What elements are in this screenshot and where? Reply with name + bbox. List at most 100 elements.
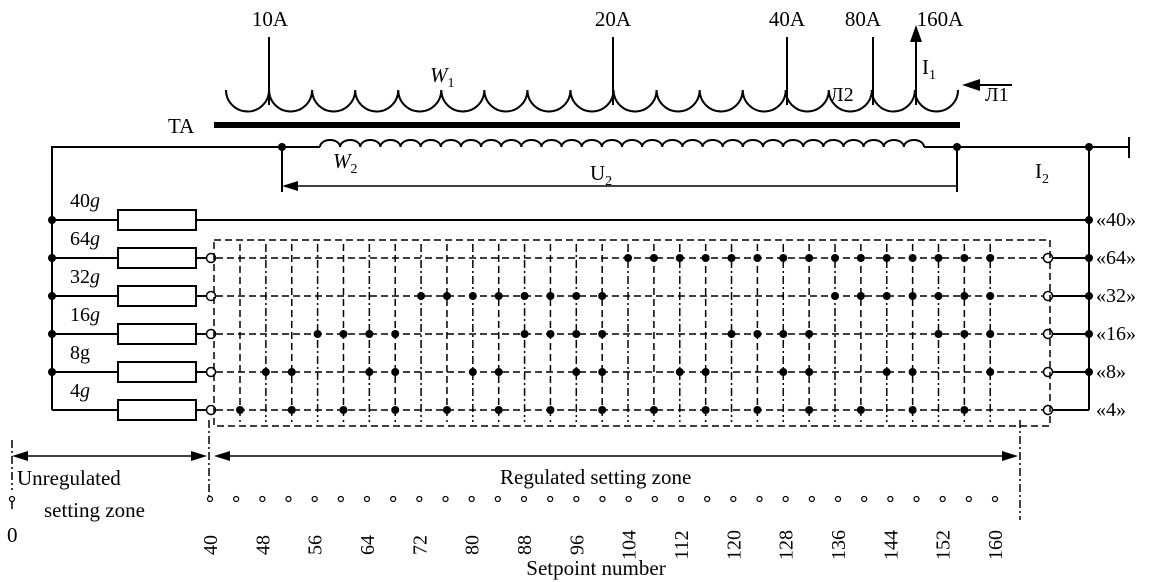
resistor-label-16: 16g (70, 304, 100, 326)
setpoint-dot (442, 495, 449, 503)
setpoint-tick-label: 40 (200, 535, 222, 555)
contact-closed (779, 368, 788, 376)
setpoint-dot (468, 495, 475, 503)
voltage-u2-label: U2 (590, 161, 612, 189)
right-label-40: «40» (1096, 209, 1136, 231)
setpoint-tick-label: 104 (619, 530, 641, 560)
setpoint-dot (416, 495, 423, 503)
contact-closed (468, 292, 477, 300)
contact-closed (624, 254, 633, 262)
secondary-winding-label: W2 (333, 149, 358, 177)
transformer-core (214, 122, 960, 128)
tap-label-160a: 160A (917, 7, 965, 31)
contact-closed (391, 406, 400, 414)
node (48, 216, 56, 224)
contact-closed (598, 330, 607, 338)
arrow-head (214, 451, 230, 461)
setpoint-dot (625, 495, 632, 503)
contact-closed (313, 330, 322, 338)
terminal-right-16 (1042, 328, 1054, 340)
terminal-right-8 (1042, 366, 1054, 378)
setpoint-tick-label: 160 (985, 530, 1007, 560)
node (48, 368, 56, 376)
contact-closed (753, 406, 762, 414)
right-label-32: «32» (1096, 285, 1136, 307)
arrow-head (1002, 451, 1018, 461)
tap-label-80a: 80A (845, 7, 882, 31)
contact-closed (598, 406, 607, 414)
lead-l1-arrow (962, 79, 980, 91)
contact-closed (805, 368, 814, 376)
setpoint-dot (834, 495, 842, 503)
contact-closed (675, 254, 684, 262)
contact-closed (261, 368, 270, 376)
left-bus-wire (51, 146, 320, 408)
lead-label-l1: Л1 (985, 84, 1009, 106)
contact-closed (856, 406, 865, 414)
axis-title: Setpoint number (526, 556, 665, 580)
regulated-zone-label: Regulated setting zone (500, 465, 691, 489)
resistor-8 (117, 361, 197, 383)
contact-closed (882, 254, 891, 262)
contact-closed (701, 406, 710, 414)
contact-closed (986, 330, 995, 338)
setpoint-dot (599, 495, 606, 503)
setpoint-dot (730, 495, 737, 503)
contact-closed (339, 406, 348, 414)
contact-closed (546, 406, 555, 414)
unregulated-zone-label-2: setting zone (44, 498, 145, 522)
setpoint-dot (233, 495, 240, 503)
switch-matrix (236, 244, 995, 422)
setpoint-tick-label: 120 (723, 530, 745, 560)
primary-coil-path (225, 89, 959, 113)
contact-closed (831, 254, 840, 262)
primary-winding-label: W1 (430, 63, 455, 91)
resistor-label-40: 40g (70, 190, 100, 212)
contact-closed (986, 292, 995, 300)
setpoint-dot (965, 495, 972, 503)
resistor-32 (117, 285, 197, 307)
contact-closed (934, 330, 943, 338)
setpoint-tick-label: 72 (409, 535, 431, 555)
contact-closed (986, 368, 995, 376)
contact-closed (805, 254, 814, 262)
node (953, 143, 961, 151)
contact-closed (494, 406, 503, 414)
contact-closed (572, 368, 581, 376)
terminal-right-64 (1042, 252, 1054, 264)
contact-closed (779, 254, 788, 262)
contact-closed (960, 292, 969, 300)
setpoint-dot (494, 495, 501, 503)
arrow-head (12, 451, 28, 461)
node (48, 292, 56, 300)
setpoint-dot (887, 495, 894, 503)
current-i1-arrow (910, 25, 922, 42)
setpoint-tick-label: 48 (252, 535, 274, 555)
contact-closed (649, 254, 658, 262)
right-label-16: «16» (1096, 323, 1136, 345)
resistor-ladder: 40g 64g 32g 16g 8g 4g (48, 190, 1093, 421)
contact-closed (908, 254, 917, 262)
contact-closed (649, 406, 658, 414)
contact-closed (882, 292, 891, 300)
contact-closed (908, 368, 917, 376)
secondary-coil-path (319, 139, 925, 148)
setpoint-dot (756, 495, 763, 503)
contact-closed (572, 292, 581, 300)
contact-closed (339, 330, 348, 338)
contact-closed (546, 292, 555, 300)
current-i1-label: I1 (922, 55, 936, 83)
setpoint-dot (704, 495, 711, 503)
contact-closed (468, 368, 477, 376)
contact-closed (287, 406, 296, 414)
node (278, 143, 286, 151)
contact-closed (494, 368, 503, 376)
right-label-8: «8» (1096, 361, 1126, 383)
contact-closed (494, 292, 503, 300)
resistor-label-64: 64g (70, 228, 100, 250)
tap-label-20a: 20A (595, 7, 632, 31)
setpoint-dot (939, 495, 946, 503)
contact-closed (287, 368, 296, 376)
terminal-right-32 (1042, 290, 1054, 302)
